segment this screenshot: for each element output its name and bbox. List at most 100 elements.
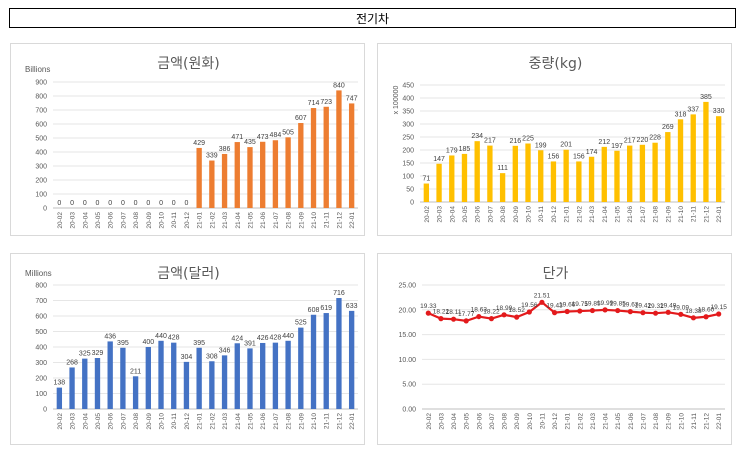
bar-data-label: 426 [257,335,269,342]
bar [209,361,215,409]
bar [715,116,722,202]
x-tick-label: 20-09 [513,206,520,223]
bar [677,119,684,202]
bar-data-label: 212 [598,139,610,146]
x-tick-label: 20-08 [133,212,140,229]
x-tick-label: 21-10 [678,413,685,430]
bar-data-label: 185 [459,146,471,153]
chart-title: 단가 [543,266,569,282]
x-tick-label: 20-04 [82,212,89,229]
point-data-label: 19.09 [673,304,690,311]
bar [221,153,228,208]
y-tick-label: 0 [43,206,47,213]
bar [576,161,582,202]
x-tick-label: 21-07 [640,206,647,223]
x-tick-label: 20-08 [133,413,140,430]
bar-data-label: 147 [433,156,445,163]
bar-data-label: 0 [146,200,150,207]
bar [449,155,455,202]
bar [614,150,620,202]
x-tick-label: 21-04 [235,212,242,229]
x-tick-label: 20-12 [184,212,191,229]
bar [234,343,240,409]
x-tick-label: 20-08 [502,413,509,430]
line-point [615,307,621,314]
x-tick-label: 20-07 [120,413,127,430]
x-tick-label: 21-03 [222,413,229,430]
unit-label: Billions [25,65,50,74]
bar [221,355,228,409]
bar [348,310,355,409]
line-point [476,313,482,320]
bar [525,143,531,202]
bar [550,161,557,202]
line-point [463,318,469,324]
bar [120,347,126,409]
y-tick-label: 200 [402,148,414,155]
x-tick-label: 21-05 [614,206,621,223]
point-data-label: 19.49 [660,302,677,309]
line-point [450,316,457,322]
y-tick-label: 300 [35,164,47,171]
x-tick-label: 20-12 [551,206,558,223]
bar [209,160,215,208]
x-tick-label: 21-02 [576,206,583,223]
x-tick-label: 20-11 [539,413,546,430]
x-tick-label: 21-01 [564,206,571,223]
x-tick-label: 21-07 [640,413,647,430]
bar [487,145,493,202]
y-tick-label: 100 [35,391,47,398]
bar [323,313,329,409]
chart-amount-krw: 금액(원화) Billions 0 100 200 300 400 500 600 700 800 9… [25,56,358,229]
y-tick-label: 350 [402,109,414,116]
bar-data-label: 525 [295,320,307,327]
x-tick-label: 20-11 [538,206,545,223]
point-data-label: 18.11 [446,309,462,316]
bar [260,141,266,208]
bar-data-label: 337 [687,106,699,113]
chart-amount-usd: 금액(달러) Millions 0 100 200 300 400 500 600 700 800 2… [25,266,358,430]
bar-data-label: 211 [130,368,141,375]
bar [336,90,342,208]
y-tick-label: 15.00 [398,332,416,339]
bar-data-label: 138 [54,380,66,387]
bar-data-label: 216 [509,138,521,145]
point-data-label: 18.22 [483,309,500,316]
bar [652,142,658,202]
line-point [665,309,671,315]
bar-data-label: 505 [282,129,294,136]
bar-data-label: 269 [662,124,674,131]
x-tick-label: 20-10 [526,206,533,223]
x-tick-label: 21-06 [628,413,635,430]
bar-data-label: 325 [79,351,91,358]
y-tick-label: 10.00 [398,357,416,364]
bar [285,340,291,409]
x-tick-label: 20-09 [146,413,153,430]
y-tick-label: 400 [402,96,414,103]
bar-data-label: 747 [346,95,358,102]
bar-data-label: 0 [172,200,176,207]
x-tick-label: 21-02 [209,212,216,229]
chart-title: 금액(달러) [157,266,219,282]
x-tick-label: 20-06 [475,206,482,223]
bar-data-label: 395 [117,340,129,347]
y-tick-label: 600 [35,314,47,321]
bar-data-label: 0 [184,200,188,207]
line-point [526,309,532,315]
line-point [640,310,646,316]
chart-panel-weight: 중량(kg) x 100000 0 50 100 150 200 250 300 350 400 45… [377,43,732,236]
bar-data-label: 71 [422,176,430,183]
x-tick-label: 20-12 [552,413,559,430]
bar-data-label: 0 [70,200,74,207]
bar [145,347,151,409]
bar-data-label: 329 [92,350,104,357]
bar-data-label: 0 [83,200,87,207]
bar [499,173,506,202]
line-point [564,308,570,315]
y-tick-label: 500 [35,329,47,336]
bar-data-label: 174 [586,149,598,156]
point-data-label: 18.52 [509,307,526,314]
line-point [690,315,697,321]
x-tick-label: 20-02 [426,413,433,430]
y-tick-label: 150 [402,161,414,168]
